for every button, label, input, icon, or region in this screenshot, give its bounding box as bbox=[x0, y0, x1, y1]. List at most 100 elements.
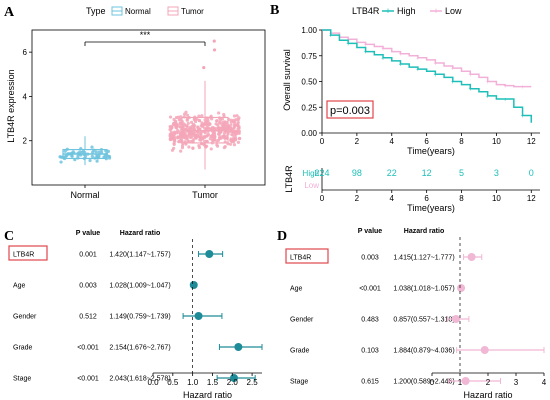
data-point bbox=[97, 150, 101, 154]
data-point bbox=[231, 133, 235, 137]
data-point bbox=[103, 155, 107, 159]
row-hazard-ratio: 1.415(1.127~1.777) bbox=[393, 255, 454, 262]
data-point bbox=[88, 158, 92, 163]
risk-x-tick-label: 10 bbox=[492, 194, 501, 203]
risk-count: 12 bbox=[422, 168, 432, 178]
data-point bbox=[185, 118, 189, 122]
data-point bbox=[191, 146, 195, 150]
data-point bbox=[188, 125, 192, 129]
censor-mark: + bbox=[364, 43, 368, 49]
risk-x-tick-label: 6 bbox=[424, 194, 429, 203]
data-point bbox=[216, 123, 220, 127]
data-point bbox=[236, 127, 240, 131]
risk-x-tick-label: 12 bbox=[527, 194, 536, 203]
header-pvalue: P value bbox=[358, 228, 382, 235]
censor-mark: + bbox=[416, 68, 420, 74]
hr-point bbox=[480, 346, 489, 354]
x-axis-label: Hazard ratio bbox=[463, 390, 512, 400]
row-pvalue: 0.512 bbox=[79, 314, 97, 321]
x-tick-label: 4 bbox=[390, 137, 395, 146]
data-point bbox=[217, 111, 221, 115]
x-tick-label: 0.5 bbox=[167, 378, 179, 387]
data-point bbox=[174, 122, 179, 126]
censor-mark: + bbox=[434, 73, 438, 79]
row-label: LTB4R bbox=[13, 252, 34, 259]
censor-mark: + bbox=[381, 56, 385, 62]
panel-label-a: A bbox=[4, 5, 15, 20]
row-pvalue: 0.615 bbox=[361, 379, 379, 386]
data-point bbox=[229, 118, 234, 122]
x-tick-label: Tumor bbox=[192, 190, 218, 200]
data-point bbox=[215, 143, 219, 147]
censor-mark: + bbox=[329, 34, 333, 40]
x-tick-label: 2.0 bbox=[227, 378, 239, 387]
legend-title: Type bbox=[86, 6, 106, 16]
censor-mark: + bbox=[503, 84, 507, 90]
row-hazard-ratio: 1.420(1.147~1.757) bbox=[109, 252, 170, 259]
data-point bbox=[203, 122, 207, 126]
data-point bbox=[174, 115, 179, 120]
data-point bbox=[232, 130, 236, 134]
row-hazard-ratio: 1.200(0.589~2.446) bbox=[393, 379, 454, 386]
data-point bbox=[197, 119, 202, 123]
data-point bbox=[186, 121, 190, 125]
y-tick-label: 1.00 bbox=[301, 26, 317, 35]
x-tick-label: 1.0 bbox=[187, 378, 199, 387]
data-point bbox=[180, 146, 185, 150]
x-tick-label: 1 bbox=[458, 378, 463, 387]
outlier-point bbox=[202, 66, 206, 70]
censor-mark: + bbox=[486, 94, 490, 100]
data-point bbox=[196, 125, 200, 130]
panel-d-forest: P value Hazard ratio LTB4R 0.003 1.415(1.127… bbox=[285, 228, 547, 400]
row-label: Stage bbox=[13, 376, 31, 383]
row-pvalue: 0.003 bbox=[79, 283, 97, 290]
data-point bbox=[220, 117, 224, 121]
x-tick-label: 2 bbox=[486, 378, 491, 387]
censor-mark: + bbox=[451, 80, 455, 86]
x-tick-label: 10 bbox=[492, 137, 501, 146]
row-label: Stage bbox=[290, 379, 308, 386]
data-point bbox=[218, 120, 222, 124]
data-point bbox=[187, 145, 191, 149]
data-point bbox=[209, 147, 213, 151]
data-point bbox=[192, 133, 196, 138]
censor-mark: + bbox=[434, 61, 438, 67]
row-pvalue: 0.483 bbox=[361, 317, 379, 324]
legend-label: Tumor bbox=[181, 7, 204, 16]
data-point bbox=[222, 124, 226, 128]
legend-title: LTB4R bbox=[352, 6, 380, 16]
y-tick-label: 0.75 bbox=[301, 52, 317, 61]
data-point bbox=[189, 120, 194, 124]
censor-mark: + bbox=[503, 98, 507, 104]
data-point bbox=[230, 140, 234, 144]
plot-border bbox=[31, 29, 266, 186]
data-point bbox=[232, 114, 237, 118]
hr-point bbox=[189, 281, 198, 289]
data-point bbox=[234, 137, 238, 141]
data-point bbox=[231, 120, 236, 124]
x-tick-label: 8 bbox=[459, 137, 464, 146]
y-tick-label: 0.00 bbox=[301, 129, 317, 138]
header-pvalue: P value bbox=[76, 230, 100, 237]
data-point bbox=[208, 122, 212, 126]
data-point bbox=[189, 135, 193, 140]
data-point bbox=[220, 135, 224, 139]
data-point bbox=[170, 148, 175, 152]
data-point bbox=[172, 130, 177, 134]
risk-count: 5 bbox=[459, 168, 464, 178]
header-hazard-ratio: Hazard ratio bbox=[120, 230, 160, 237]
data-point bbox=[212, 138, 216, 142]
censor-mark: + bbox=[468, 73, 472, 79]
censor-mark: + bbox=[416, 56, 420, 62]
significance-label: *** bbox=[140, 30, 151, 40]
row-label: Grade bbox=[13, 345, 33, 352]
censor-mark: + bbox=[451, 67, 455, 73]
risk-x-tick-label: 8 bbox=[459, 194, 464, 203]
censor-mark: + bbox=[381, 47, 385, 53]
censor-mark: + bbox=[346, 42, 350, 48]
data-point bbox=[235, 123, 239, 127]
risk-x-tick-label: 4 bbox=[390, 194, 395, 203]
row-label: LTB4R bbox=[290, 255, 311, 262]
data-point bbox=[168, 115, 173, 119]
data-point bbox=[106, 149, 111, 153]
